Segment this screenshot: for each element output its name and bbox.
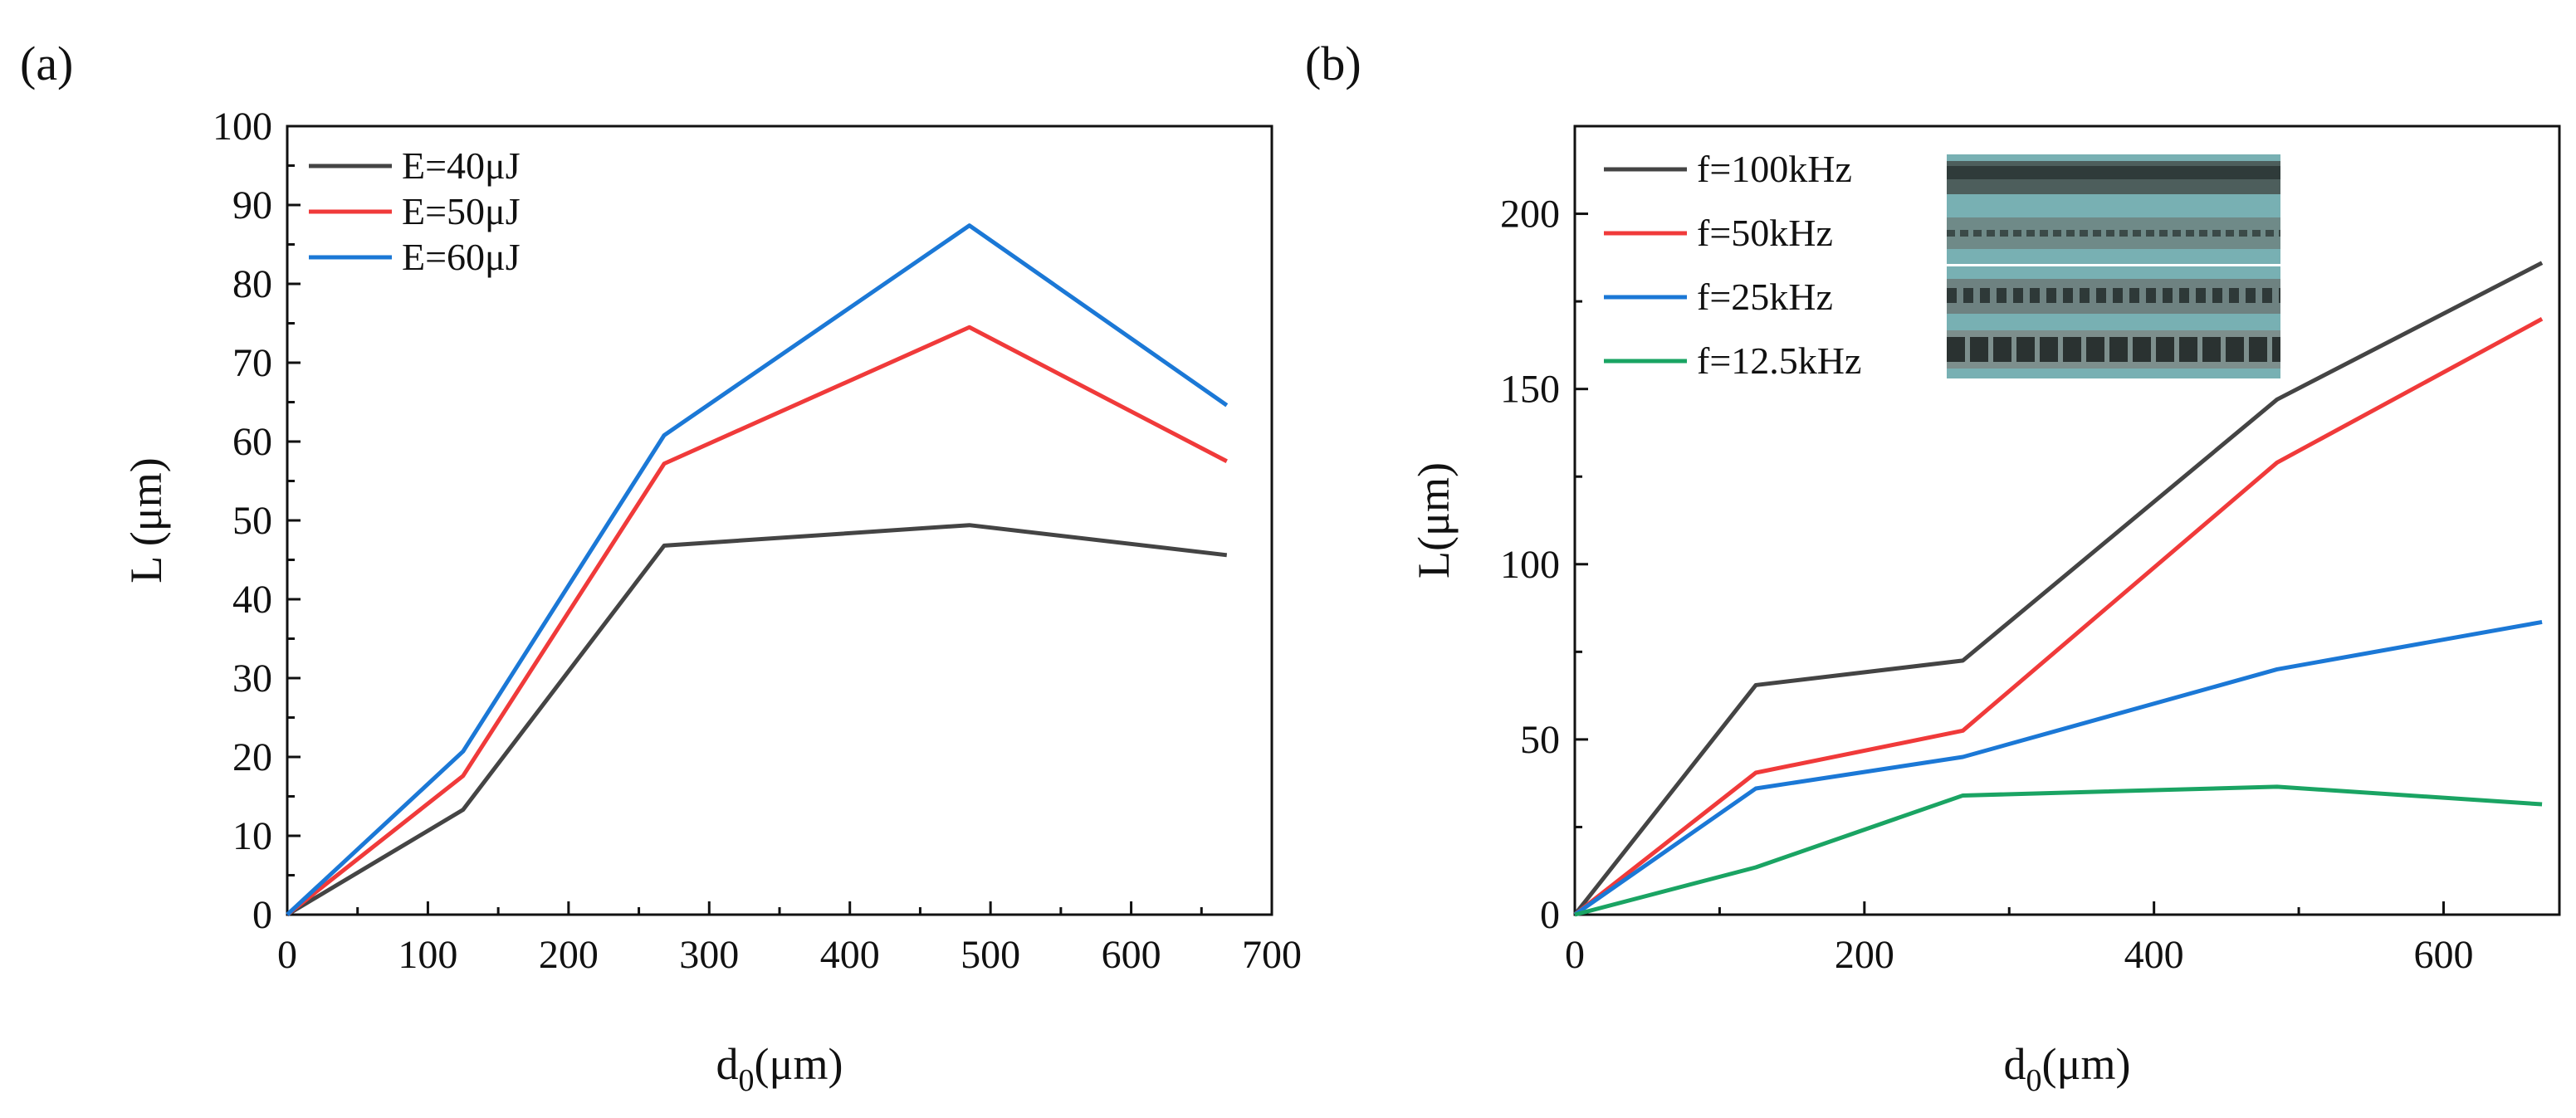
panel-b-x-axis-title: d0(μm) bbox=[2004, 1039, 2131, 1098]
x-tick-label: 600 bbox=[1102, 933, 1161, 977]
y-tick-label: 40 bbox=[232, 578, 272, 622]
y-tick-label: 200 bbox=[1500, 193, 1560, 237]
x-tick-label: 200 bbox=[1835, 933, 1894, 977]
legend-label: f=25kHz bbox=[1697, 276, 1833, 318]
panel-a-chart: (a) 0 100 200 300 400 500 600 700 0 10 20 30 40 50 60… bbox=[20, 37, 1302, 1098]
panel-a-y-ticks: 0 10 20 30 40 50 60 70 80 90 100 bbox=[213, 105, 301, 937]
panel-b-chart: (b) 0 200 400 600 0 50 100 150 200 f=100kHz f=50… bbox=[1305, 37, 2561, 1098]
y-tick-label: 100 bbox=[213, 105, 272, 149]
y-tick-label: 30 bbox=[232, 657, 272, 701]
y-tick-label: 50 bbox=[1520, 718, 1560, 762]
x-tick-label: 400 bbox=[2124, 933, 2184, 977]
y-tick-label: 90 bbox=[232, 183, 272, 227]
panel-a-series-lines bbox=[286, 223, 1229, 917]
x-tick-label: 200 bbox=[539, 933, 599, 977]
x-tick-label: 500 bbox=[961, 933, 1020, 977]
legend-label: f=50kHz bbox=[1697, 212, 1833, 254]
legend-label: E=60μJ bbox=[402, 236, 521, 278]
y-tick-label: 150 bbox=[1500, 368, 1560, 412]
x-tick-label: 600 bbox=[2413, 933, 2473, 977]
series-line-f-12.5khz bbox=[1574, 784, 2543, 917]
y-tick-label: 10 bbox=[232, 814, 272, 858]
panel-b-y-axis-title: L(μm) bbox=[1409, 462, 1459, 579]
panel-a-x-axis-title: d0(μm) bbox=[716, 1039, 843, 1098]
series-line-e-50-j bbox=[286, 325, 1228, 916]
y-tick-label: 50 bbox=[232, 499, 272, 543]
y-tick-label: 100 bbox=[1500, 543, 1560, 587]
y-tick-label: 60 bbox=[232, 420, 272, 464]
y-tick-label: 70 bbox=[232, 341, 272, 385]
legend-label: E=50μJ bbox=[402, 190, 521, 232]
panel-b-label: (b) bbox=[1305, 37, 1361, 90]
y-tick-label: 80 bbox=[232, 262, 272, 306]
series-line-f-100khz bbox=[1573, 261, 2544, 916]
y-tick-label: 20 bbox=[232, 735, 272, 779]
legend-label: f=100kHz bbox=[1697, 148, 1852, 190]
legend-label: E=40μJ bbox=[402, 144, 521, 187]
x-tick-label: 300 bbox=[679, 933, 739, 977]
series-line-f-50khz bbox=[1573, 317, 2544, 916]
panel-b-x-ticks: 0 200 400 600 bbox=[1565, 901, 2473, 977]
y-tick-label: 0 bbox=[252, 893, 272, 937]
series-line-e-40-j bbox=[286, 523, 1228, 917]
x-tick-label: 700 bbox=[1242, 933, 1302, 977]
panel-b-y-ticks: 0 50 100 150 200 bbox=[1500, 193, 1588, 937]
series-line-e-60-j bbox=[286, 223, 1229, 916]
panel-a-x-ticks: 0 100 200 300 400 500 600 700 bbox=[277, 901, 1302, 977]
x-tick-label: 100 bbox=[398, 933, 457, 977]
legend-label: f=12.5kHz bbox=[1697, 339, 1861, 382]
x-tick-label: 0 bbox=[1565, 933, 1585, 977]
x-tick-label: 400 bbox=[820, 933, 880, 977]
series-line-f-25khz bbox=[1573, 619, 2543, 917]
y-tick-label: 0 bbox=[1540, 893, 1560, 937]
panel-a-label: (a) bbox=[20, 37, 73, 90]
panel-b-plot-frame bbox=[1573, 124, 2561, 916]
panel-b-series-lines bbox=[1573, 261, 2544, 917]
x-tick-label: 0 bbox=[277, 933, 297, 977]
panel-a-y-axis-title: L (μm) bbox=[121, 457, 171, 583]
micrograph-inset-image bbox=[1947, 154, 2280, 378]
panel-b-legend: f=100kHz f=50kHz f=25kHz f=12.5kHz bbox=[1604, 148, 1861, 382]
